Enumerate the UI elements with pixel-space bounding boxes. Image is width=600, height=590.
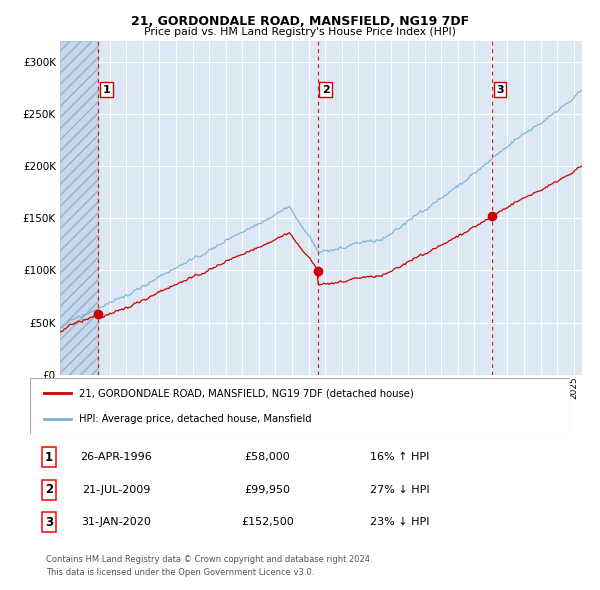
Text: 27% ↓ HPI: 27% ↓ HPI — [370, 485, 430, 494]
Text: 16% ↑ HPI: 16% ↑ HPI — [370, 453, 430, 462]
Text: HPI: Average price, detached house, Mansfield: HPI: Average price, detached house, Mans… — [79, 414, 311, 424]
Text: 1: 1 — [45, 451, 53, 464]
Text: 21, GORDONDALE ROAD, MANSFIELD, NG19 7DF (detached house): 21, GORDONDALE ROAD, MANSFIELD, NG19 7DF… — [79, 388, 413, 398]
Text: 3: 3 — [496, 84, 504, 94]
Text: 1: 1 — [103, 84, 110, 94]
Text: £99,950: £99,950 — [245, 485, 290, 494]
Text: 21, GORDONDALE ROAD, MANSFIELD, NG19 7DF: 21, GORDONDALE ROAD, MANSFIELD, NG19 7DF — [131, 15, 469, 28]
Text: 31-JAN-2020: 31-JAN-2020 — [82, 517, 151, 527]
Text: This data is licensed under the Open Government Licence v3.0.: This data is licensed under the Open Gov… — [46, 568, 314, 577]
Text: 21-JUL-2009: 21-JUL-2009 — [82, 485, 151, 494]
Text: 3: 3 — [45, 516, 53, 529]
Text: 26-APR-1996: 26-APR-1996 — [80, 453, 152, 462]
Text: 2: 2 — [322, 84, 329, 94]
Text: £58,000: £58,000 — [245, 453, 290, 462]
Text: £152,500: £152,500 — [241, 517, 294, 527]
Text: 23% ↓ HPI: 23% ↓ HPI — [370, 517, 430, 527]
Text: Price paid vs. HM Land Registry's House Price Index (HPI): Price paid vs. HM Land Registry's House … — [144, 27, 456, 37]
Text: 2: 2 — [45, 483, 53, 496]
Bar — [60, 41, 98, 375]
FancyBboxPatch shape — [30, 378, 570, 434]
Text: Contains HM Land Registry data © Crown copyright and database right 2024.: Contains HM Land Registry data © Crown c… — [46, 555, 373, 563]
